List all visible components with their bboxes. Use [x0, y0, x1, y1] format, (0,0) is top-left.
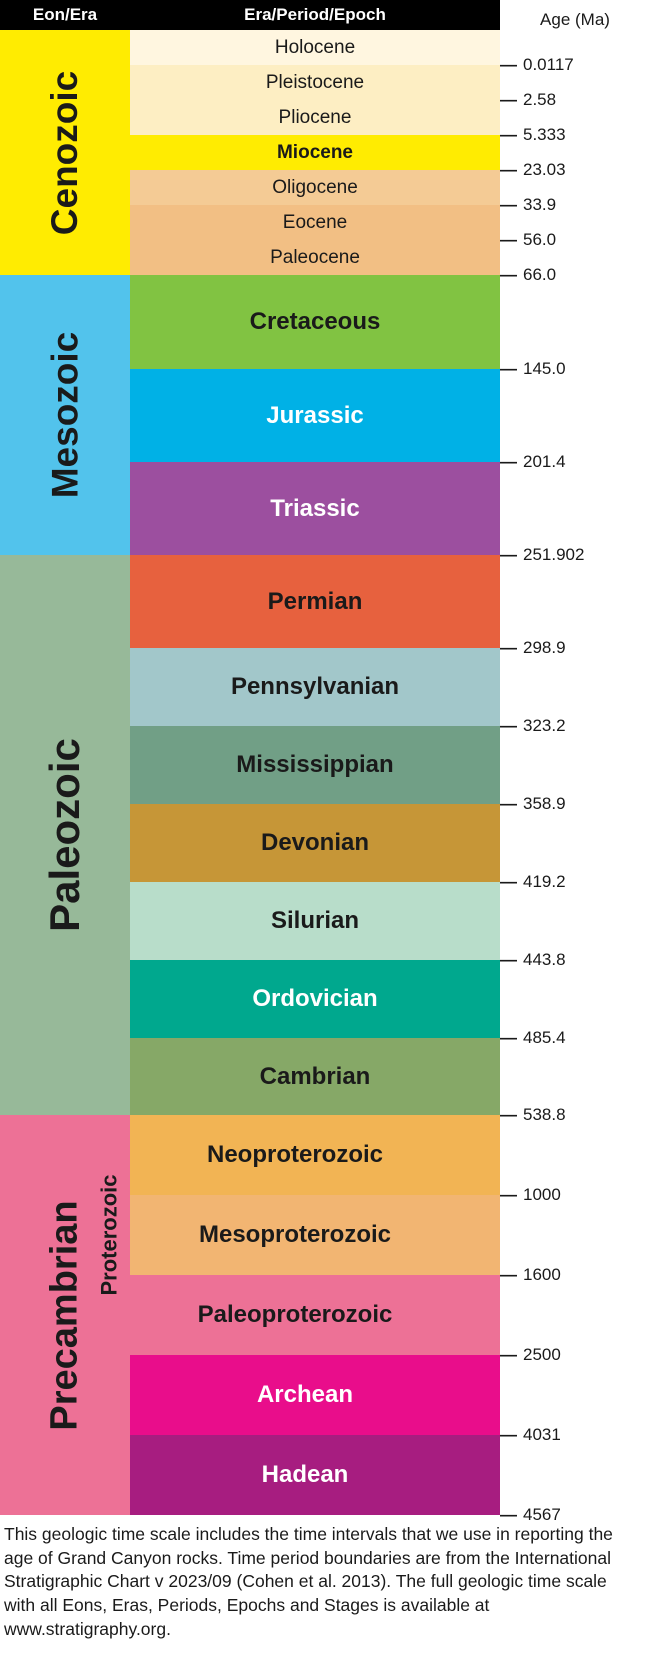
period-hadean: Hadean — [110, 1435, 500, 1515]
period-ordovician: Ordovician — [130, 960, 500, 1038]
period-pliocene: Pliocene — [130, 100, 500, 135]
period-archean: Archean — [110, 1355, 500, 1435]
eon-label: Cenozoic — [44, 70, 86, 234]
period-devonian: Devonian — [130, 804, 500, 882]
age-tick: 298.9 — [500, 638, 566, 658]
age-tick: 4031 — [500, 1425, 561, 1445]
period-holocene: Holocene — [130, 30, 500, 65]
period-eocene: Eocene — [130, 205, 500, 240]
age-tick: 0.0117 — [500, 55, 574, 75]
header-row: Eon/Era Era/Period/Epoch Age (Ma) — [0, 0, 650, 30]
period-mesoproterozoic: Mesoproterozoic — [90, 1195, 500, 1275]
age-tick: 2500 — [500, 1345, 561, 1365]
period-pleistocene: Pleistocene — [130, 65, 500, 100]
header-eon: Eon/Era — [0, 0, 130, 30]
age-tick: 5.333 — [500, 125, 566, 145]
period-mississippian: Mississippian — [130, 726, 500, 804]
eon-column: Cenozoic Mesozoic Paleozoic Precambrian Prot… — [0, 30, 130, 1515]
period-paleocene: Paleocene — [130, 240, 500, 275]
age-tick: 1000 — [500, 1185, 561, 1205]
age-tick: 419.2 — [500, 872, 566, 892]
age-tick: 2.58 — [500, 90, 556, 110]
period-neoproterozoic: Neoproterozoic — [90, 1115, 500, 1195]
period-permian: Permian — [130, 555, 500, 648]
age-tick: 33.9 — [500, 195, 556, 215]
period-cambrian: Cambrian — [130, 1038, 500, 1115]
period-pennsylvanian: Pennsylvanian — [130, 648, 500, 726]
age-tick: 4567 — [500, 1505, 561, 1525]
age-tick: 66.0 — [500, 265, 556, 285]
eon-label: Paleozoic — [41, 738, 89, 932]
period-oligocene: Oligocene — [130, 170, 500, 205]
period-cretaceous: Cretaceous — [130, 275, 500, 369]
eon-mesozoic: Mesozoic — [0, 275, 130, 555]
header-age: Age (Ma) — [500, 0, 650, 30]
eon-label: Precambrian — [44, 1200, 87, 1430]
age-tick: 443.8 — [500, 950, 566, 970]
period-paleoproterozoic: Paleoproterozoic — [90, 1275, 500, 1355]
age-tick: 323.2 — [500, 716, 566, 736]
subeon-label: Proterozoic — [97, 1174, 123, 1295]
period-column: HolocenePleistocenePlioceneMioceneOligoc… — [130, 30, 500, 1515]
chart-body: Cenozoic Mesozoic Paleozoic Precambrian Prot… — [0, 30, 650, 1515]
age-tick: 538.8 — [500, 1105, 566, 1125]
period-jurassic: Jurassic — [130, 369, 500, 462]
eon-cenozoic: Cenozoic — [0, 30, 130, 275]
age-tick: 23.03 — [500, 160, 566, 180]
eon-label: Mesozoic — [44, 332, 86, 499]
age-tick: 251.902 — [500, 545, 584, 565]
age-tick: 358.9 — [500, 794, 566, 814]
period-miocene: Miocene — [130, 135, 500, 170]
footer-caption: This geologic time scale includes the ti… — [0, 1515, 650, 1653]
age-tick: 201.4 — [500, 452, 566, 472]
geologic-time-scale: Eon/Era Era/Period/Epoch Age (Ma) Cenozo… — [0, 0, 650, 1653]
eon-paleozoic: Paleozoic — [0, 555, 130, 1115]
period-silurian: Silurian — [130, 882, 500, 960]
age-column: 0.0117 2.58 5.333 23.03 33.9 56.0 66.0 145.0 201… — [500, 30, 650, 1515]
period-triassic: Triassic — [130, 462, 500, 555]
age-tick: 1600 — [500, 1265, 561, 1285]
eon-precambrian: Precambrian Proterozoic — [0, 1115, 130, 1515]
age-tick: 145.0 — [500, 359, 566, 379]
header-period: Era/Period/Epoch — [130, 0, 500, 30]
age-tick: 56.0 — [500, 230, 556, 250]
age-tick: 485.4 — [500, 1028, 566, 1048]
